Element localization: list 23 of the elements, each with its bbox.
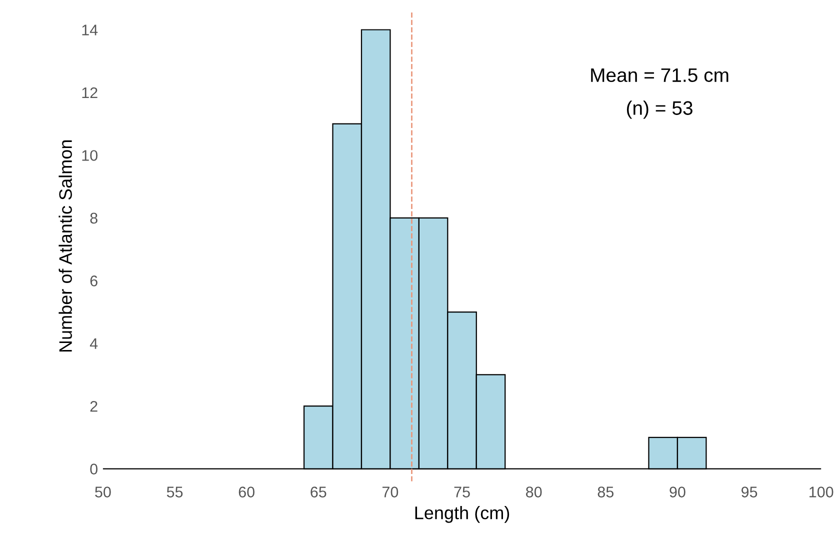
- x-tick-label: 90: [670, 486, 686, 498]
- y-tick-label: 14: [82, 24, 98, 36]
- x-tick-label: 65: [310, 486, 326, 498]
- y-tick-label: 2: [90, 400, 98, 412]
- y-tick-label: 12: [82, 87, 98, 98]
- x-tick-label: 60: [238, 486, 254, 498]
- x-tick-label: 70: [382, 486, 398, 498]
- annotation: Mean = 71.5 cm: [591, 68, 728, 82]
- annotation: (n) = 53: [626, 100, 692, 119]
- x-tick-label: 85: [598, 486, 614, 498]
- y-tick-label: 8: [90, 212, 98, 224]
- x-tick-label: 75: [454, 486, 470, 498]
- y-axis-title: Number of Atlantic Salmon: [58, 140, 72, 352]
- x-tick-label: 55: [166, 486, 183, 498]
- x-tick-label: 80: [526, 486, 542, 498]
- x-tick-label: 100: [810, 486, 834, 498]
- x-axis-title: Length (cm): [415, 506, 510, 523]
- y-tick-label: 6: [90, 276, 98, 286]
- x-tick-label: 50: [95, 486, 111, 498]
- y-tick-label: 0: [90, 464, 98, 474]
- y-tick-label: 4: [90, 338, 98, 349]
- y-tick-label: 10: [82, 150, 98, 161]
- x-tick-label: 95: [742, 486, 758, 498]
